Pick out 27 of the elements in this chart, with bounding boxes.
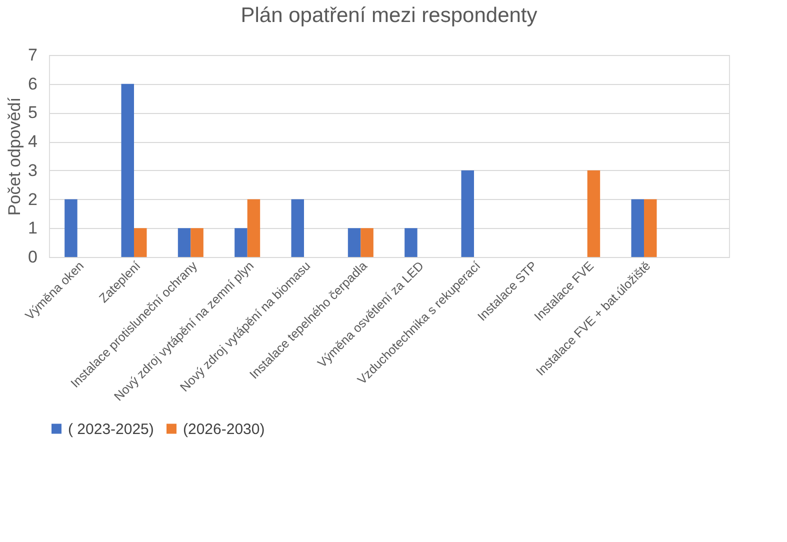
y-tick-label: 7 bbox=[28, 46, 38, 64]
bar bbox=[234, 228, 248, 257]
bar bbox=[190, 228, 204, 257]
chart-title: Plán opatření mezi respondenty bbox=[240, 4, 538, 27]
bar bbox=[64, 199, 78, 257]
y-tick-label: 1 bbox=[28, 218, 38, 238]
y-tick-label: 3 bbox=[28, 160, 38, 180]
legend-label: ( 2023-2025) bbox=[68, 420, 154, 438]
bar bbox=[247, 199, 260, 257]
bar bbox=[587, 170, 600, 257]
bar bbox=[291, 199, 304, 257]
bar bbox=[178, 228, 191, 257]
bar bbox=[348, 228, 361, 257]
bar bbox=[121, 84, 134, 257]
legend-label: (2026-2030) bbox=[183, 420, 265, 438]
y-tick-label: 0 bbox=[28, 248, 38, 266]
bar bbox=[631, 199, 644, 257]
y-tick-label: 5 bbox=[28, 103, 38, 122]
y-axis-title: Počet odpovědí bbox=[5, 97, 24, 216]
bar bbox=[404, 228, 418, 257]
bar bbox=[644, 199, 657, 257]
y-tick-label: 4 bbox=[28, 132, 38, 152]
y-tick-label: 6 bbox=[28, 74, 38, 94]
y-tick-label: 2 bbox=[28, 190, 38, 209]
bar bbox=[360, 228, 374, 257]
bar bbox=[461, 170, 474, 257]
bar bbox=[134, 228, 147, 257]
